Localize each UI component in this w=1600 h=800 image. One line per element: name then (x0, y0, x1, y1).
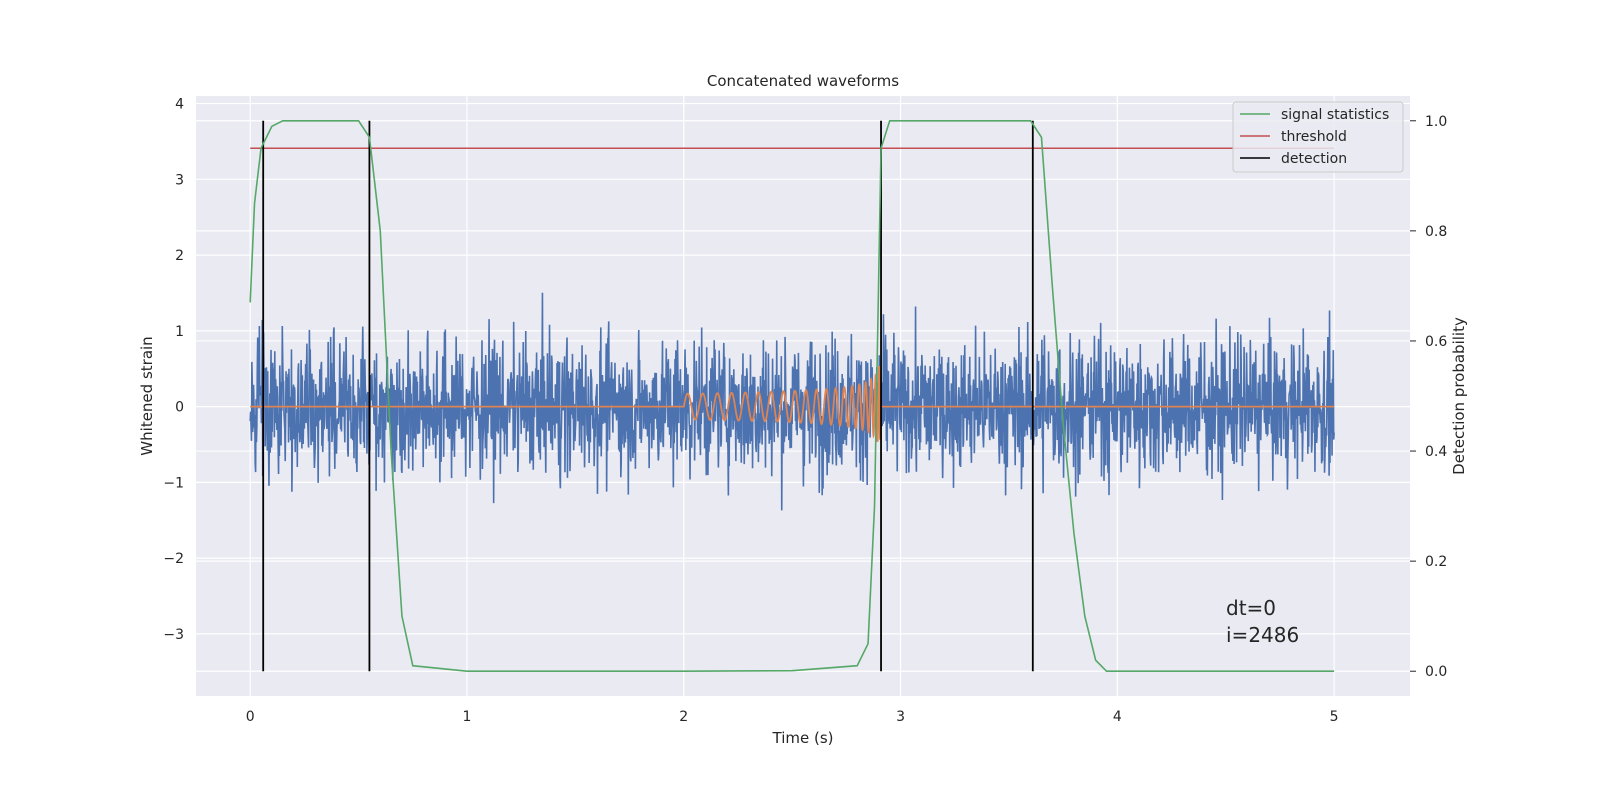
x-tick-label: 0 (246, 709, 255, 725)
legend-box (1232, 101, 1404, 173)
annotation-dt: dt=0 (1226, 596, 1276, 620)
y-tick-label: 2 (175, 248, 184, 264)
x-tick-label: 5 (1330, 709, 1339, 725)
y2-axis-label: Detection probability (1450, 317, 1468, 475)
y-tick-label: 0 (175, 400, 184, 416)
y-tick-label: −1 (163, 475, 184, 491)
y2-tick-label: 1.0 (1425, 114, 1447, 130)
legend-label-signal-statistics: signal statistics (1281, 107, 1389, 123)
y2-tick-label: 0.8 (1425, 224, 1447, 240)
y-tick-label: 4 (175, 97, 184, 113)
y2-axis-ticks: 0.0 0.2 0.4 0.6 0.8 1.0 (1410, 114, 1447, 680)
detection-lines (262, 120, 1034, 672)
x-tick-label: 3 (896, 709, 905, 725)
annotation-index: i=2486 (1226, 623, 1299, 647)
x-tick-label: 4 (1113, 709, 1122, 725)
x-tick-label: 1 (463, 709, 472, 725)
y-tick-label: 1 (175, 324, 184, 340)
x-axis-ticks: 0 1 2 3 4 5 (246, 709, 1339, 725)
x-tick-label: 2 (679, 709, 688, 725)
injected-waveform-line (250, 366, 1335, 443)
y2-tick-label: 0.6 (1425, 334, 1447, 350)
x-axis-label: Time (s) (772, 729, 834, 747)
y-tick-label: 3 (175, 172, 184, 188)
signal-statistics-line (249, 119, 1335, 673)
y-tick-label: −2 (163, 551, 184, 567)
y2-tick-label: 0.0 (1425, 664, 1447, 680)
series-layer (249, 119, 1335, 673)
y2-tick-label: 0.2 (1425, 554, 1447, 570)
legend: signal statistics threshold detection (1232, 101, 1404, 173)
legend-label-threshold: threshold (1281, 129, 1347, 145)
whitened-strain-line (249, 292, 1335, 511)
y-axis-ticks: −3 −2 −1 0 1 2 3 4 (163, 97, 184, 643)
legend-label-detection: detection (1281, 151, 1347, 167)
y2-tick-label: 0.4 (1425, 444, 1447, 460)
y-axis-label: Whitened strain (138, 336, 156, 455)
chart-title: Concatenated waveforms (707, 72, 899, 90)
y-tick-label: −3 (163, 627, 184, 643)
